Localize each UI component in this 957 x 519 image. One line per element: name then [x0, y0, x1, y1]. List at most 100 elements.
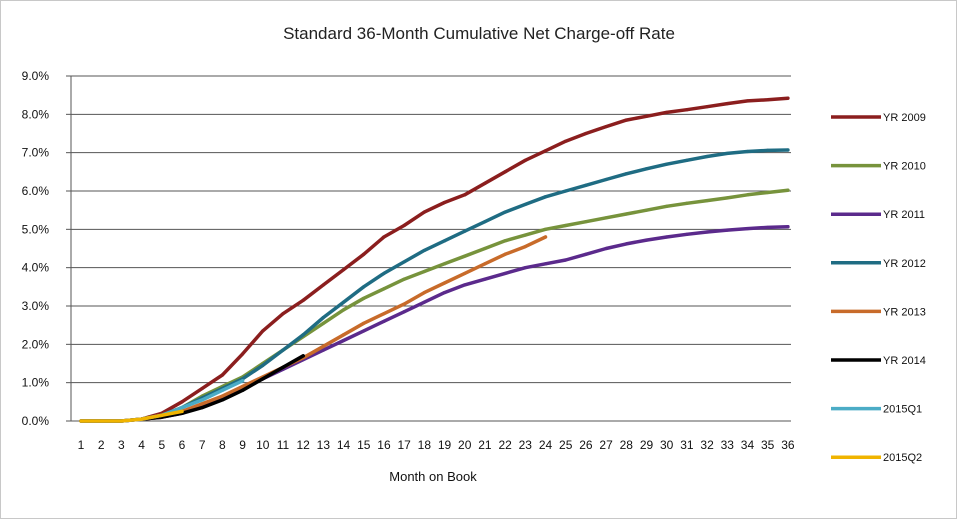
- data-point: [564, 189, 568, 193]
- axes: [70, 76, 791, 422]
- data-point: [725, 102, 729, 106]
- x-tick-label: 9: [239, 438, 246, 452]
- data-point: [463, 229, 467, 233]
- x-tick-label: 10: [256, 438, 270, 452]
- x-tick-label: 20: [458, 438, 472, 452]
- data-point: [745, 226, 750, 231]
- data-point: [604, 125, 608, 129]
- y-tick-label: 3.0%: [22, 299, 50, 313]
- data-point: [382, 319, 386, 323]
- x-tick-label: 6: [179, 438, 186, 452]
- series-yr-2013: [139, 235, 548, 421]
- data-point: [382, 235, 386, 239]
- data-point: [665, 235, 669, 239]
- data-point: [523, 244, 527, 249]
- series-2015q2: [79, 409, 184, 423]
- data-point: [362, 329, 366, 333]
- series-lines: [79, 96, 790, 423]
- series-yr-2009: [79, 96, 790, 423]
- legend-label: YR 2012: [883, 258, 926, 270]
- data-point: [99, 419, 103, 423]
- data-point: [584, 131, 588, 136]
- data-point: [665, 204, 669, 208]
- x-tick-label: 8: [219, 438, 226, 452]
- data-point: [463, 193, 467, 197]
- x-tick-label: 31: [680, 438, 694, 452]
- data-point: [180, 409, 184, 414]
- legend-item: YR 2009: [831, 112, 926, 124]
- data-point: [442, 281, 447, 285]
- legend-label: YR 2010: [883, 161, 926, 173]
- series-yr-2012: [79, 148, 790, 423]
- data-point: [341, 333, 346, 337]
- data-point: [503, 170, 507, 174]
- data-point: [220, 388, 224, 392]
- x-tick-label: 22: [498, 438, 512, 452]
- data-point: [705, 105, 709, 109]
- data-point: [644, 238, 649, 242]
- data-point: [503, 210, 507, 214]
- data-point: [685, 158, 689, 162]
- chart-title: Standard 36-Month Cumulative Net Charge-…: [283, 24, 675, 43]
- x-tick-label: 21: [478, 438, 492, 452]
- data-point: [745, 149, 750, 154]
- x-tick-label: 7: [199, 438, 206, 452]
- x-tick-label: 25: [559, 438, 573, 452]
- data-point: [321, 321, 325, 325]
- x-tick-label: 16: [377, 438, 391, 452]
- x-tick-label: 34: [741, 438, 755, 452]
- data-point: [786, 188, 790, 192]
- data-point: [180, 400, 184, 404]
- x-tick-label: 19: [438, 438, 452, 452]
- x-tick-label: 13: [317, 438, 331, 452]
- data-point: [644, 167, 649, 171]
- y-tick-label: 7.0%: [22, 146, 50, 160]
- data-point: [301, 298, 305, 302]
- data-point: [261, 363, 265, 368]
- data-point: [503, 252, 507, 256]
- data-point: [139, 417, 144, 421]
- data-point: [200, 398, 204, 402]
- x-tick-label: 3: [118, 438, 125, 452]
- legend-item: 2015Q2: [831, 452, 922, 464]
- data-point: [220, 398, 224, 402]
- data-point: [644, 208, 649, 212]
- data-point: [200, 402, 204, 406]
- data-point: [644, 114, 649, 118]
- data-point: [402, 260, 406, 264]
- data-point: [483, 262, 487, 266]
- data-point: [402, 223, 406, 228]
- data-point: [725, 151, 729, 156]
- legend-item: 2015Q1: [831, 404, 922, 416]
- data-point: [523, 158, 527, 162]
- y-tick-label: 9.0%: [22, 69, 50, 83]
- data-point: [79, 419, 83, 423]
- data-point: [624, 242, 628, 246]
- y-tick-label: 2.0%: [22, 337, 50, 351]
- data-point: [240, 388, 245, 392]
- x-axis-label: Month on Book: [389, 469, 477, 484]
- data-point: [402, 277, 406, 281]
- x-tick-label: 11: [277, 438, 290, 452]
- legend: YR 2009 YR 2010 YR 2011 YR 2012 YR 2013 YR 20…: [831, 112, 926, 464]
- x-tick-labels: 1 2 3 4 5 6 7 8 9 10 11 12 13 14 15 16 17 18 19 20 21 22 23 24 2…: [78, 438, 795, 452]
- y-tick-label: 1.0%: [22, 376, 50, 390]
- x-tick-label: 17: [397, 438, 411, 452]
- data-point: [705, 230, 709, 234]
- data-point: [160, 413, 164, 417]
- data-point: [725, 228, 729, 232]
- data-point: [220, 394, 224, 398]
- data-point: [523, 233, 527, 237]
- data-point: [503, 239, 507, 243]
- data-point: [624, 172, 628, 176]
- data-point: [705, 198, 709, 203]
- data-point: [200, 405, 204, 410]
- data-point: [341, 267, 346, 272]
- x-tick-label: 1: [78, 438, 85, 452]
- data-point: [321, 348, 325, 352]
- x-tick-label: 18: [418, 438, 432, 452]
- x-tick-label: 30: [660, 438, 674, 452]
- data-point: [442, 239, 447, 243]
- data-point: [321, 344, 325, 348]
- data-point: [685, 108, 689, 112]
